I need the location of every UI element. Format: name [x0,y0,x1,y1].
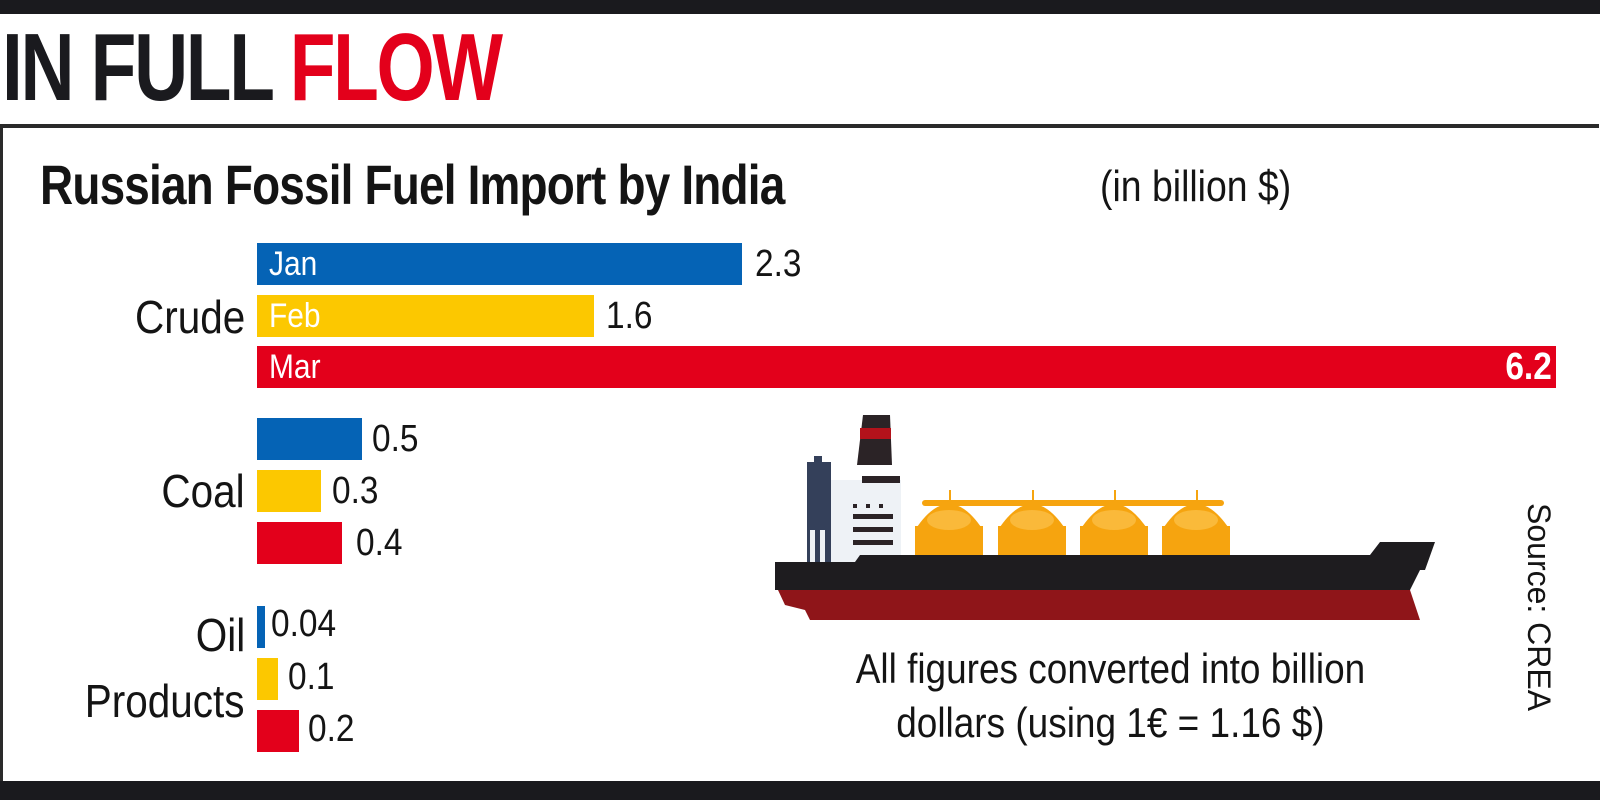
bar-oil-jan [257,606,265,648]
value-coal-jan: 0.5 [372,418,419,460]
bar-crude-mar: Mar [257,346,1556,388]
bottom-rule [0,781,1600,800]
category-label-crude: Crude [134,291,245,343]
chart-title-unit: (in billion $) [1100,162,1292,211]
note-line1: All figures converted into billion [855,645,1365,692]
value-crude-feb: 1.6 [606,295,653,337]
source-credit: Source: CREA [1521,503,1557,712]
bar-crude-feb: Feb [257,295,594,337]
bar-coal-mar [257,522,342,564]
value-crude-jan: 2.3 [755,243,802,285]
chart-title-main: Russian Fossil Fuel Import by India [40,153,785,216]
bar-month-label: Mar [269,348,321,386]
category-label-products: Products [85,675,245,727]
note-line2: dollars (using 1€ = 1.16 $) [895,699,1325,746]
lng-tanker-ship-icon [775,415,1435,620]
value-oil-feb: 0.1 [288,656,335,698]
bar-month-label: Jan [269,245,318,283]
headline-part1: IN FULL [2,14,274,121]
value-coal-feb: 0.3 [332,470,379,512]
headline: IN FULL FLOW [2,20,503,116]
bar-oil-feb [257,658,278,700]
bar-coal-feb [257,470,321,512]
headline-part2: FLOW [289,14,503,121]
chart-title: Russian Fossil Fuel Import by India (in … [40,152,1291,217]
conversion-note: All figures converted into billion dolla… [740,642,1480,750]
bar-coal-jan [257,418,362,460]
bar-month-label: Feb [269,297,321,335]
category-label-oil: Oil [195,609,245,661]
bar-oil-mar [257,710,299,752]
chart-frame [0,124,1599,784]
bar-crude-jan: Jan [257,243,742,285]
value-crude-mar: 6.2 [1505,346,1552,388]
value-oil-mar: 0.2 [308,708,355,750]
category-label-coal: Coal [161,465,245,517]
value-coal-mar: 0.4 [356,522,403,564]
top-rule [0,0,1600,14]
value-oil-jan: 0.04 [271,603,337,645]
